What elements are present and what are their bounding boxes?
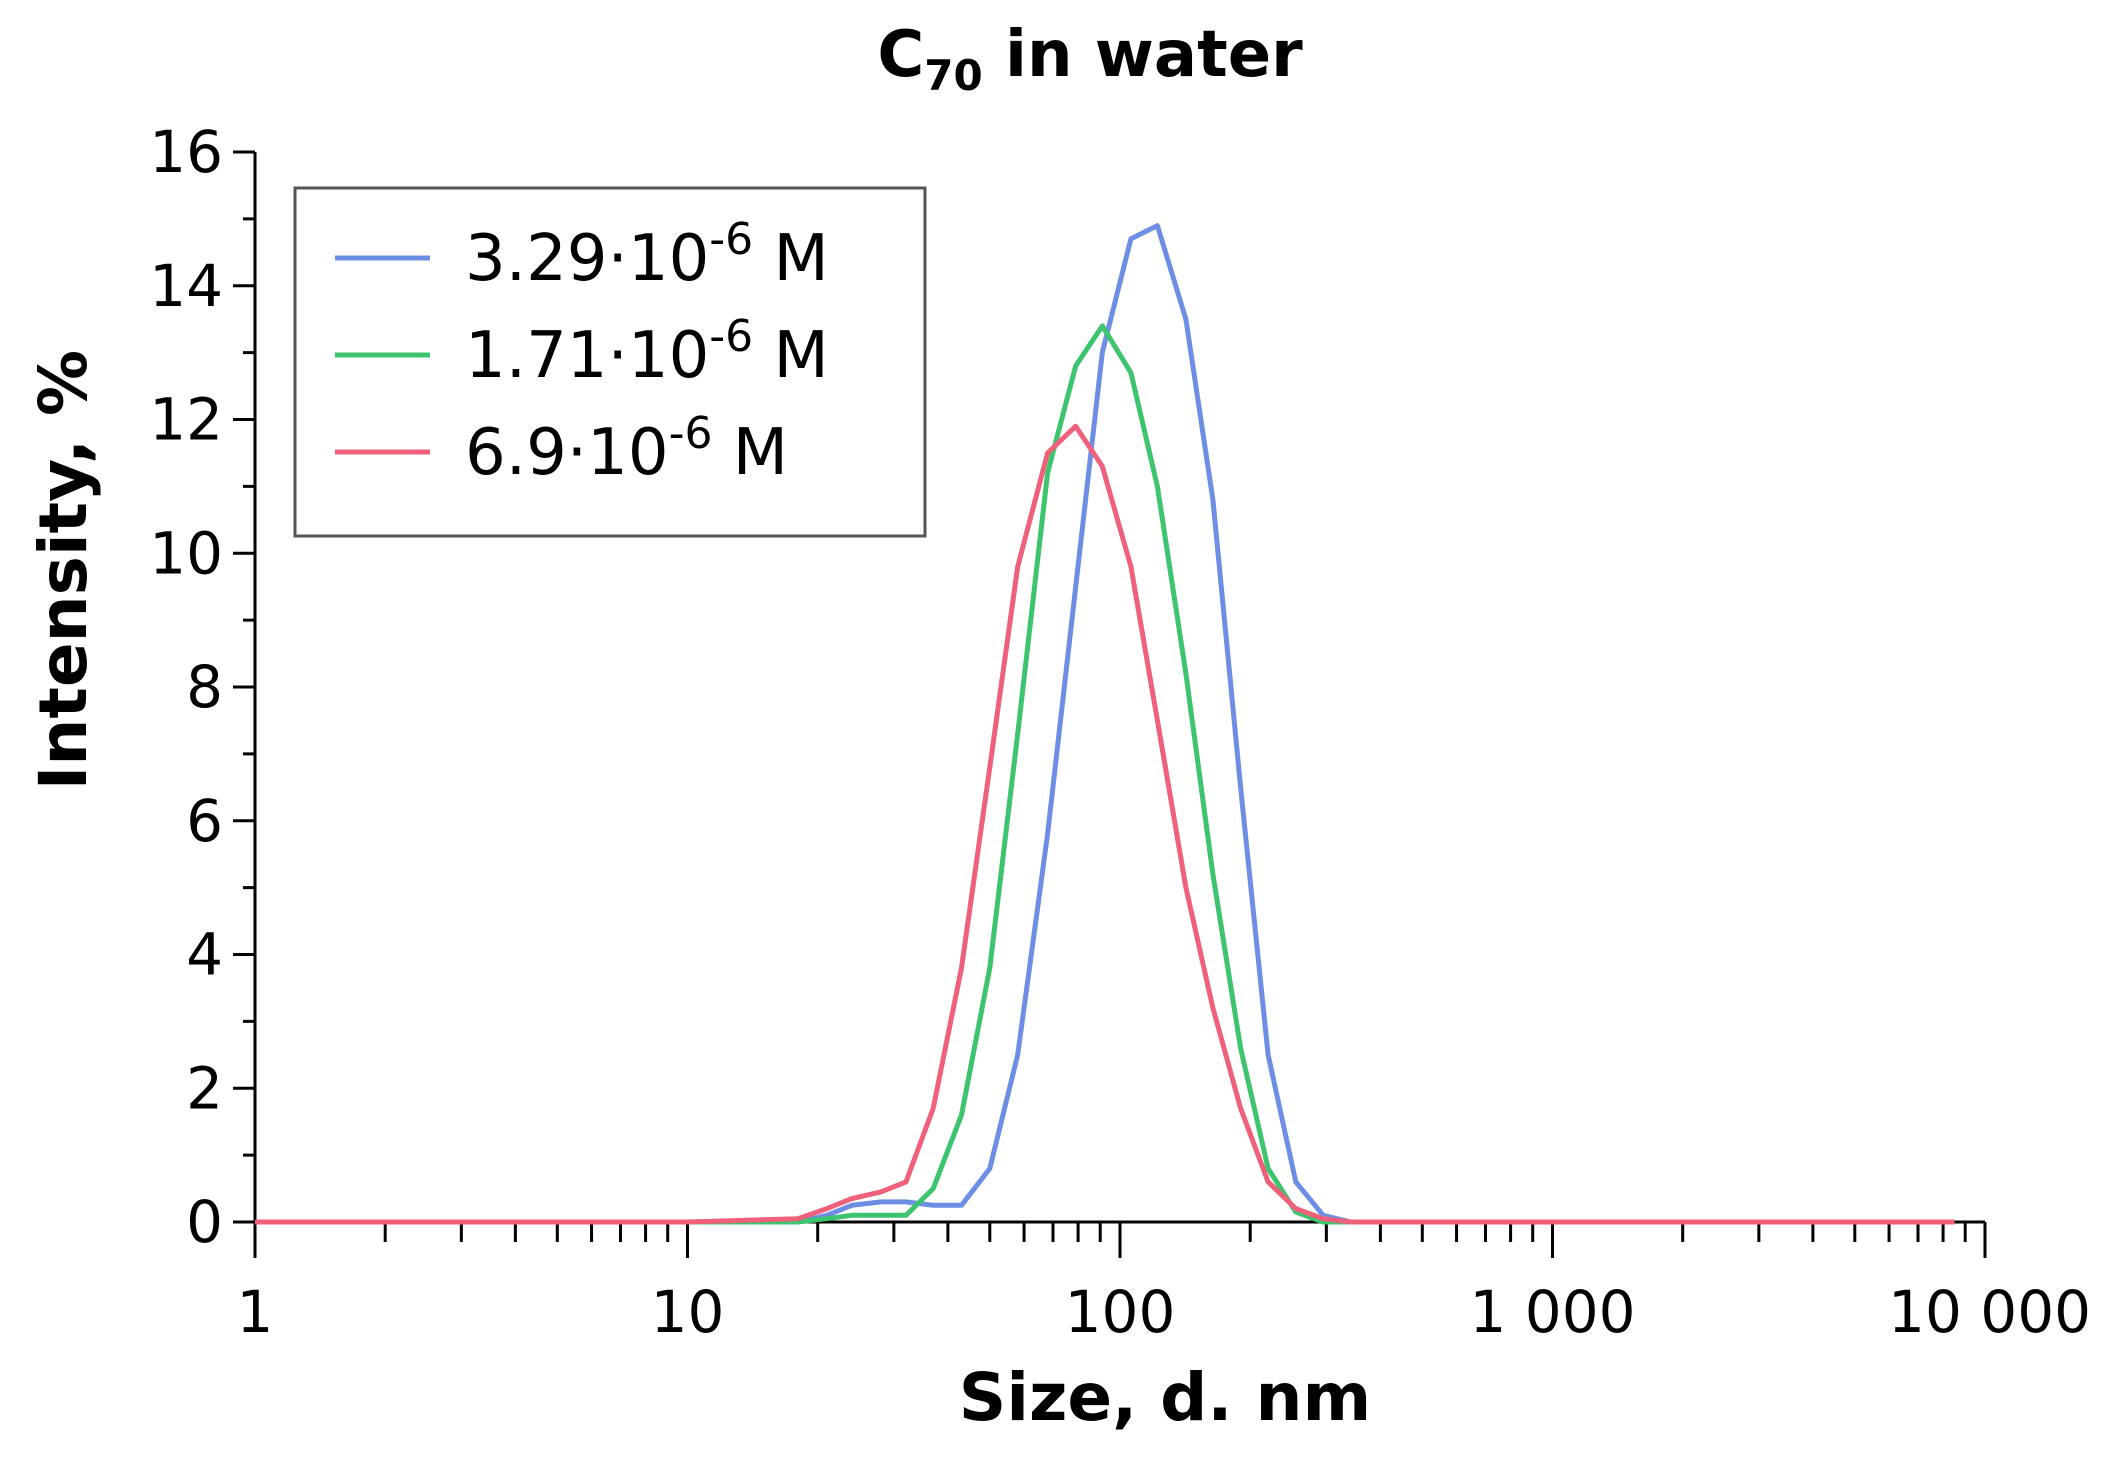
legend-label-1: 3.29·10-6 M xyxy=(465,214,829,296)
chart-title: C70 in water xyxy=(877,18,1303,100)
legend-label-3: 6.9·10-6 M xyxy=(465,408,788,490)
x-tick-label: 1 xyxy=(237,1278,274,1346)
y-tick-label: 14 xyxy=(149,252,223,320)
x-axis: 1 10 100 1 000 10 000 xyxy=(237,1220,2091,1346)
y-tick-label: 16 xyxy=(149,118,223,186)
y-tick-label: 2 xyxy=(186,1054,223,1122)
y-axis: 0 2 4 6 8 10 12 14 16 xyxy=(149,118,257,1256)
title-subscript: 70 xyxy=(924,51,982,100)
x-axis-label: Size, d. nm xyxy=(959,1359,1371,1436)
y-axis-label: Intensity, % xyxy=(25,350,102,790)
y-tick-label: 10 xyxy=(149,519,223,587)
x-tick-label: 100 xyxy=(1065,1278,1176,1346)
y-tick-label: 8 xyxy=(186,653,223,721)
x-tick-label: 10 xyxy=(651,1278,725,1346)
x-tick-label: 1 000 xyxy=(1469,1278,1635,1346)
legend: 3.29·10-6 M 1.71·10-6 M 6.9·10-6 M xyxy=(293,186,927,538)
legend-box xyxy=(293,186,927,538)
y-tick-label: 4 xyxy=(186,921,223,989)
title-main: C xyxy=(877,18,924,92)
title-rest: in water xyxy=(983,18,1303,92)
y-tick-label: 12 xyxy=(149,386,223,454)
y-tick-label: 6 xyxy=(186,787,223,855)
series-line-3 xyxy=(255,423,1955,1225)
series-group xyxy=(255,223,1955,1225)
x-tick-label: 10 000 xyxy=(1888,1278,2091,1346)
y-tick-label: 0 xyxy=(186,1188,223,1256)
legend-label-2: 1.71·10-6 M xyxy=(465,311,829,393)
